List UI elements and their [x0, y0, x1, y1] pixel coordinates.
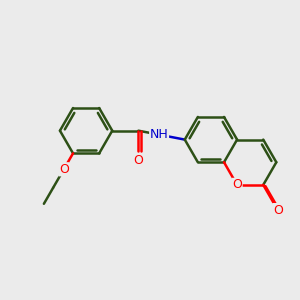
Text: O: O — [273, 204, 283, 217]
Text: O: O — [134, 154, 143, 167]
Text: O: O — [59, 163, 69, 176]
Text: O: O — [232, 178, 242, 191]
Text: NH: NH — [150, 128, 169, 141]
